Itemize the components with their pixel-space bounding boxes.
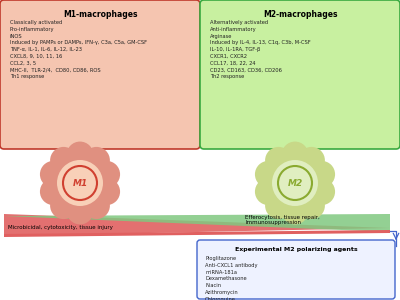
Polygon shape xyxy=(4,214,390,232)
Polygon shape xyxy=(4,230,390,237)
Circle shape xyxy=(50,147,77,174)
FancyBboxPatch shape xyxy=(0,0,200,149)
Circle shape xyxy=(50,192,77,219)
Text: M1: M1 xyxy=(72,178,88,188)
Circle shape xyxy=(282,142,308,168)
Circle shape xyxy=(298,192,325,219)
Circle shape xyxy=(83,147,110,174)
Circle shape xyxy=(83,192,110,219)
FancyBboxPatch shape xyxy=(197,240,395,299)
Circle shape xyxy=(308,161,335,188)
Circle shape xyxy=(93,161,120,188)
Text: Alternatively activated
Anti-inflammatory
Arginase
Induced by IL-4, IL-13, C1q, : Alternatively activated Anti-inflammator… xyxy=(210,20,311,80)
Circle shape xyxy=(93,178,120,205)
Circle shape xyxy=(272,160,318,206)
Text: Pioglitazone
Anti-CXCL1 antibody
miRNA-181a
Dexamethasone
Niacin
Azithromycin
Ch: Pioglitazone Anti-CXCL1 antibody miRNA-1… xyxy=(205,256,258,300)
Circle shape xyxy=(57,160,103,206)
Circle shape xyxy=(282,198,308,224)
Text: Efferocytosis, tissue repair,
Immunosuppression: Efferocytosis, tissue repair, Immunosupp… xyxy=(245,214,320,225)
Polygon shape xyxy=(4,214,390,236)
Circle shape xyxy=(308,178,335,205)
Text: Classically activated
Pro-inflammatory
iNOS
Induced by PAMPs or DAMPs, IFN-γ, C3: Classically activated Pro-inflammatory i… xyxy=(10,20,147,80)
Text: M2-macrophages: M2-macrophages xyxy=(263,10,337,19)
Circle shape xyxy=(265,192,292,219)
Circle shape xyxy=(265,147,292,174)
Circle shape xyxy=(40,178,67,205)
Text: Microbicidal, cytotoxicity, tissue injury: Microbicidal, cytotoxicity, tissue injur… xyxy=(8,226,113,230)
Circle shape xyxy=(66,142,94,168)
Text: Experimental M2 polarizing agents: Experimental M2 polarizing agents xyxy=(235,247,357,252)
Circle shape xyxy=(298,147,325,174)
FancyBboxPatch shape xyxy=(200,0,400,149)
Circle shape xyxy=(66,198,94,224)
Circle shape xyxy=(40,161,67,188)
Text: M2: M2 xyxy=(287,178,303,188)
Text: M1-macrophages: M1-macrophages xyxy=(63,10,137,19)
Circle shape xyxy=(255,178,282,205)
Circle shape xyxy=(255,161,282,188)
